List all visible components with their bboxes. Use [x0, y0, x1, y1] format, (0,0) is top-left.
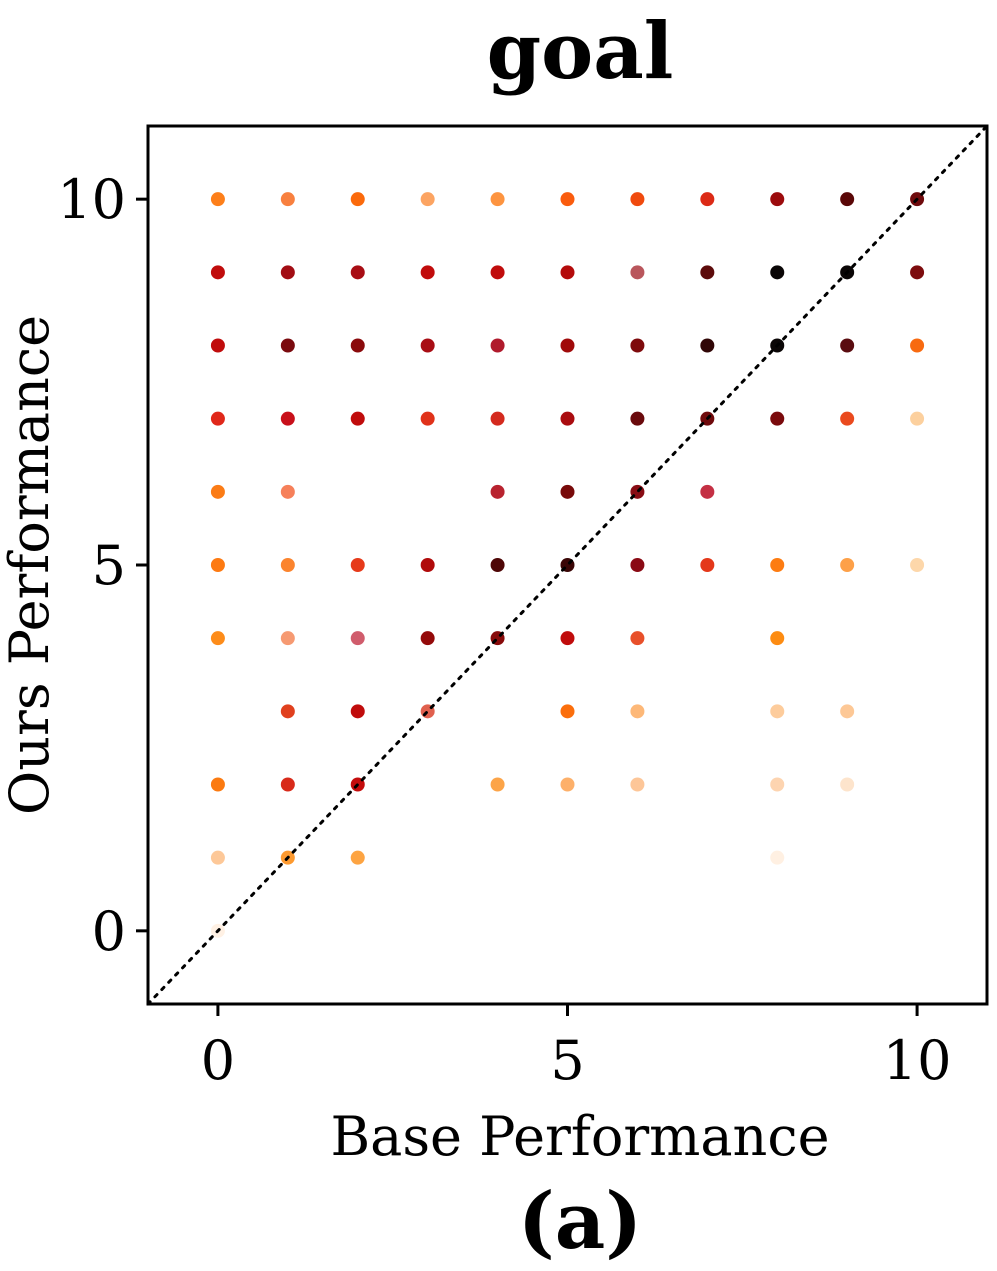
scatter-point — [210, 631, 225, 646]
x-axis-label: Base Performance — [330, 1105, 829, 1168]
scatter-point — [280, 631, 295, 646]
scatter-point — [560, 631, 575, 646]
scatter-point — [420, 265, 435, 280]
scatter-point — [770, 850, 785, 865]
x-tick-label: 5 — [550, 1029, 584, 1092]
scatter-point — [350, 704, 365, 719]
scatter-point — [420, 411, 435, 426]
scatter-point — [350, 850, 365, 865]
scatter-point — [700, 192, 715, 207]
scatter-point — [210, 558, 225, 572]
scatter-point — [350, 411, 365, 426]
scatter-point — [770, 777, 785, 792]
scatter-point — [280, 558, 295, 572]
scatter-point — [350, 558, 365, 572]
x-tick-label: 10 — [883, 1029, 952, 1092]
y-tick-label: 5 — [92, 534, 126, 597]
scatter-point — [420, 558, 435, 572]
scatter-point — [700, 484, 715, 499]
scatter-point — [770, 265, 785, 280]
scatter-point — [280, 777, 295, 792]
scatter-point — [910, 338, 925, 353]
scatter-point — [910, 265, 925, 280]
scatter-point — [630, 704, 645, 719]
scatter-point — [560, 192, 575, 207]
scatter-point — [910, 411, 925, 426]
scatter-point — [280, 484, 295, 499]
scatter-point — [210, 484, 225, 499]
scatter-point — [840, 704, 855, 719]
points-layer — [210, 192, 925, 938]
scatter-point — [490, 484, 505, 499]
scatter-point — [490, 411, 505, 426]
scatter-point — [350, 192, 365, 207]
scatter-point — [700, 265, 715, 280]
y-tick-label: 10 — [57, 168, 126, 231]
scatter-point — [770, 631, 785, 646]
scatter-point — [630, 558, 645, 572]
scatter-point — [840, 558, 855, 572]
scatter-point — [770, 704, 785, 719]
x-tick-label: 0 — [201, 1029, 235, 1092]
scatter-point — [560, 704, 575, 719]
scatter-point — [350, 265, 365, 280]
y-tick-label: 0 — [92, 900, 126, 963]
scatter-point — [840, 338, 855, 353]
scatter-point — [770, 411, 785, 426]
scatter-point — [210, 338, 225, 353]
scatter-point — [630, 631, 645, 646]
scatter-point — [490, 777, 505, 792]
scatter-point — [280, 192, 295, 207]
scatter-point — [210, 850, 225, 865]
scatter-point — [350, 338, 365, 353]
scatter-point — [210, 777, 225, 792]
scatter-point — [210, 192, 225, 207]
scatter-point — [840, 411, 855, 426]
scatter-point — [490, 558, 505, 572]
scatter-point — [280, 338, 295, 353]
scatter-point — [630, 411, 645, 426]
scatter-point — [280, 411, 295, 426]
scatter-point — [630, 265, 645, 280]
scatter-point — [490, 338, 505, 353]
scatter-point — [280, 704, 295, 719]
scatter-point — [420, 631, 435, 646]
scatter-point — [420, 192, 435, 207]
scatter-point — [840, 777, 855, 792]
scatter-point — [560, 411, 575, 426]
scatter-point — [210, 265, 225, 280]
figure-caption: (a) — [518, 1176, 642, 1267]
scatter-point — [280, 265, 295, 280]
scatter-point — [560, 265, 575, 280]
scatter-point — [910, 558, 925, 572]
scatter-point — [210, 411, 225, 426]
scatter-point — [700, 558, 715, 572]
scatter-point — [630, 192, 645, 207]
y-ticks: 0 5 10 — [57, 168, 148, 963]
scatter-point — [350, 631, 365, 646]
y-axis-label: Ours Performance — [0, 315, 61, 815]
scatter-point — [490, 192, 505, 207]
scatter-point — [700, 338, 715, 353]
scatter-point — [560, 338, 575, 353]
scatter-point — [560, 484, 575, 499]
scatter-point — [630, 338, 645, 353]
scatter-point — [840, 192, 855, 207]
scatter-point — [770, 558, 785, 572]
chart-title: goal — [487, 6, 674, 97]
reference-diagonal-line — [146, 124, 989, 1006]
x-ticks: 0 5 10 — [201, 1004, 952, 1092]
scatter-point — [420, 338, 435, 353]
scatter-point — [630, 777, 645, 792]
scatter-point — [770, 192, 785, 207]
scatter-point — [560, 777, 575, 792]
scatter-point — [490, 265, 505, 280]
